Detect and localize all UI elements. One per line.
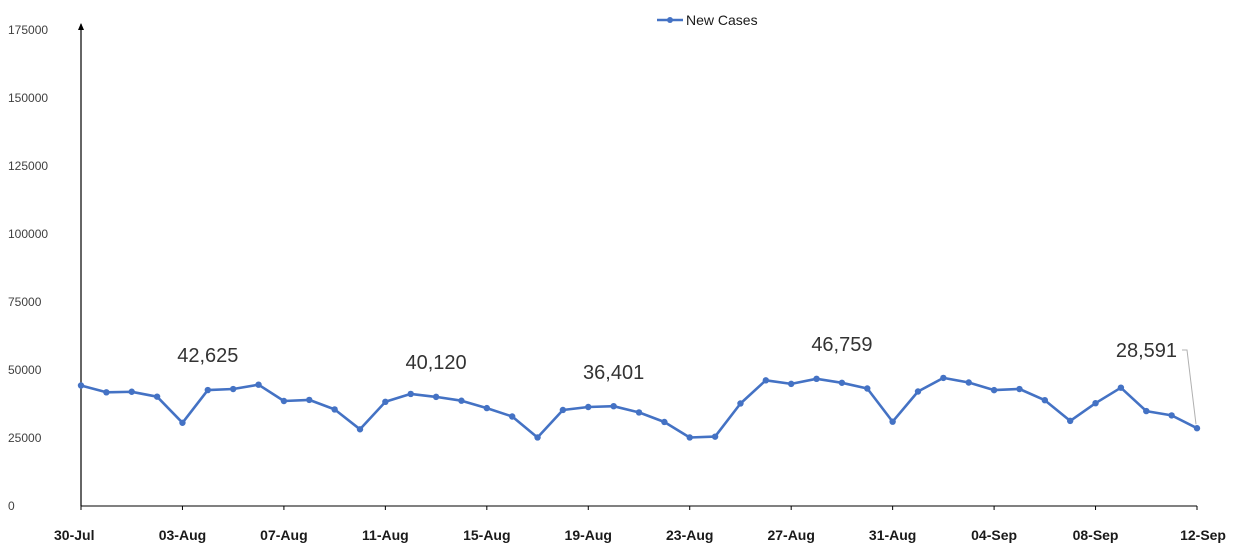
legend: New Cases xyxy=(657,12,758,28)
annotations: 42,625 40,120 36,401 46,759 28,591 xyxy=(177,334,1197,425)
data-point xyxy=(1143,407,1150,415)
data-point xyxy=(331,406,338,413)
x-tick-label: 23-Aug xyxy=(666,527,713,543)
x-tick-label: 12-Sep xyxy=(1180,527,1226,543)
x-tick-label: 03-Aug xyxy=(159,527,206,543)
data-point xyxy=(838,379,846,386)
series-line-group xyxy=(80,376,1198,439)
data-point xyxy=(534,434,541,441)
x-tick-label: 11-Aug xyxy=(362,527,409,543)
data-point xyxy=(559,406,567,414)
data-point xyxy=(610,402,617,410)
data-point xyxy=(1117,384,1125,391)
data-point xyxy=(1066,417,1074,425)
data-point xyxy=(635,409,643,416)
data-point xyxy=(737,400,744,407)
data-point xyxy=(813,375,820,383)
data-point xyxy=(356,426,364,433)
data-point xyxy=(1092,399,1099,407)
y-tick-label: 100000 xyxy=(8,227,48,241)
data-label: 42,625 xyxy=(177,345,238,367)
legend-swatch-marker xyxy=(667,17,673,23)
data-point xyxy=(686,434,693,441)
x-tick-label: 30-Jul xyxy=(54,527,94,543)
x-tick-label: 31-Aug xyxy=(869,527,916,543)
data-point xyxy=(153,393,161,400)
data-point xyxy=(508,413,516,420)
y-tick-label: 125000 xyxy=(8,159,48,173)
y-axis-ticks: 0 25000 50000 75000 100000 125000 150000 175000 xyxy=(8,23,48,513)
data-point xyxy=(204,386,212,394)
data-point xyxy=(711,433,719,440)
y-tick-label: 150000 xyxy=(8,91,48,105)
data-point xyxy=(990,386,998,394)
x-tick-label: 27-Aug xyxy=(767,527,814,543)
data-point xyxy=(940,374,947,382)
x-tick-label: 08-Sep xyxy=(1073,527,1119,543)
annotation-leader-line xyxy=(1182,349,1197,425)
data-point xyxy=(77,382,85,389)
data-point xyxy=(280,397,288,405)
data-point xyxy=(103,389,110,396)
y-tick-label: 0 xyxy=(8,499,15,513)
data-label: 40,120 xyxy=(406,352,467,374)
axes xyxy=(78,23,1197,507)
y-tick-label: 175000 xyxy=(8,23,48,37)
data-point xyxy=(864,385,871,392)
data-point xyxy=(965,379,972,386)
data-point xyxy=(762,377,770,384)
data-point xyxy=(128,388,135,395)
data-point xyxy=(382,398,389,406)
data-point xyxy=(1168,412,1175,419)
series-line-new-cases xyxy=(80,376,1198,439)
data-point xyxy=(255,381,262,388)
data-point xyxy=(483,404,491,412)
legend-label: New Cases xyxy=(686,12,758,28)
data-point xyxy=(179,419,186,426)
data-point xyxy=(458,397,465,404)
series-points xyxy=(77,374,1201,441)
data-point xyxy=(585,403,592,411)
data-point xyxy=(889,418,896,425)
data-point xyxy=(407,390,414,398)
y-tick-label: 50000 xyxy=(8,363,42,377)
y-axis-arrow xyxy=(78,23,84,30)
x-axis-ticks: 30-Jul 03-Aug 07-Aug 11-Aug 15-Aug 19-Aug 23-A… xyxy=(54,506,1226,543)
data-point xyxy=(1016,385,1023,393)
data-point xyxy=(306,396,313,404)
data-point xyxy=(1193,425,1201,432)
data-point xyxy=(787,380,795,388)
x-tick-label: 15-Aug xyxy=(463,527,510,543)
data-label: 46,759 xyxy=(811,334,872,356)
y-tick-label: 25000 xyxy=(8,431,42,445)
data-point xyxy=(432,393,440,401)
x-tick-label: 07-Aug xyxy=(260,527,307,543)
data-label: 28,591 xyxy=(1116,340,1177,362)
data-point xyxy=(914,388,922,395)
y-tick-label: 75000 xyxy=(8,295,42,309)
data-label: 36,401 xyxy=(583,362,644,384)
data-point xyxy=(1041,396,1049,404)
x-tick-label: 04-Sep xyxy=(971,527,1017,543)
x-tick-label: 19-Aug xyxy=(565,527,612,543)
data-point xyxy=(229,385,237,393)
data-point xyxy=(661,418,668,426)
